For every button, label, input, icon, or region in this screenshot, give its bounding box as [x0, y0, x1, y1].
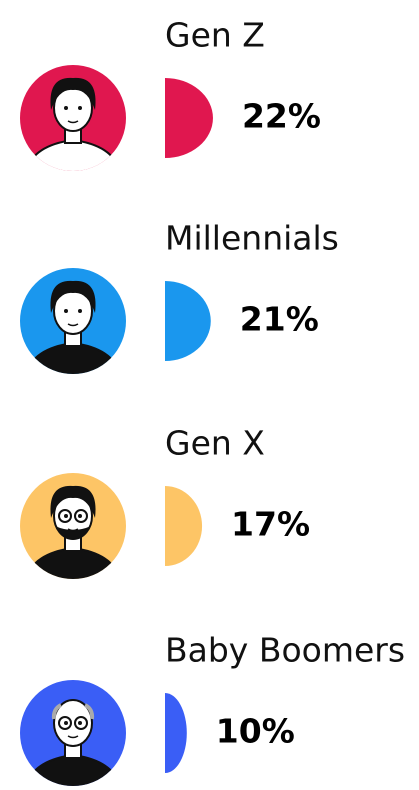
bar	[165, 693, 187, 773]
avatar-eye	[78, 721, 82, 725]
avatar	[20, 680, 126, 790]
avatar	[20, 473, 126, 586]
bar	[165, 78, 213, 158]
value-label: 21%	[240, 300, 319, 339]
value-label: 10%	[216, 712, 295, 751]
chart: Gen Z 22% Millennials 21% Gen X 17% Baby Boome…	[0, 0, 419, 790]
avatar-eye	[78, 309, 82, 313]
avatar-eye	[64, 309, 68, 313]
bar	[165, 486, 202, 566]
bar	[165, 281, 211, 361]
category-label: Gen Z	[165, 16, 265, 55]
value-label: 22%	[242, 97, 321, 136]
avatar	[20, 65, 126, 178]
avatar	[20, 268, 126, 381]
avatar-eye	[64, 721, 68, 725]
category-label: Baby Boomers	[165, 631, 405, 670]
value-label: 17%	[231, 505, 310, 544]
category-label: Gen X	[165, 424, 265, 463]
avatar-eye	[64, 514, 68, 518]
avatar-eye	[78, 106, 82, 110]
avatar-eye	[64, 106, 68, 110]
category-label: Millennials	[165, 219, 339, 258]
avatar-eye	[78, 514, 82, 518]
